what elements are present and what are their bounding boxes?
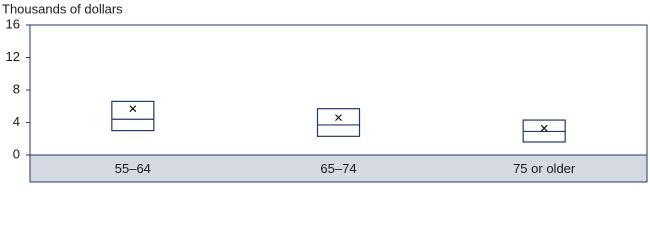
x-tick-label: 65–74	[320, 161, 356, 176]
y-tick-label: 4	[13, 114, 20, 129]
x-tick-label: 55–64	[115, 161, 151, 176]
chart: Thousands of dollars 0 4 8 12 16 55–64 65–74 75…	[2, 1, 648, 183]
y-tick-label: 8	[13, 81, 20, 96]
mean-marker	[129, 105, 137, 113]
y-tick-label: 16	[6, 16, 20, 31]
box	[316, 108, 361, 137]
y-axis-label: Thousands of dollars	[2, 1, 123, 16]
x-tick-label: 75 or older	[513, 161, 576, 176]
mean-marker	[540, 124, 548, 132]
category-band	[29, 154, 648, 183]
box	[111, 100, 155, 132]
mean-marker	[335, 114, 342, 122]
y-tick-label: 12	[6, 49, 20, 64]
y-tick-label: 0	[13, 146, 20, 161]
